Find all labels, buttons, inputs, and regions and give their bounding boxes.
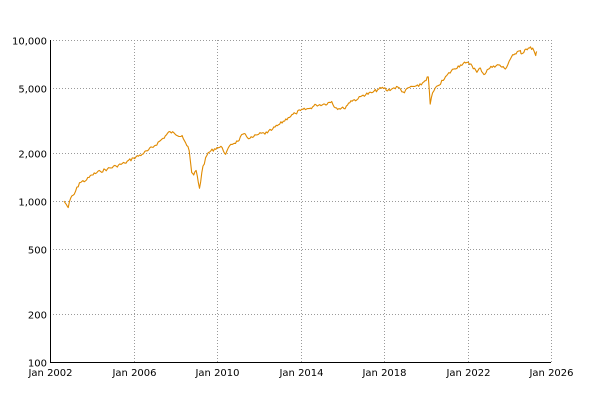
y-tick-label: 5,000 <box>18 85 47 96</box>
tick-labels: 100 200 500 1,000 2,000 5,000 10,000 Jan 2002 Ja… <box>12 37 574 380</box>
x-tick-label: Jan 2026 <box>528 368 573 379</box>
gridlines <box>50 40 552 363</box>
y-tick-label: 200 <box>28 311 47 322</box>
x-tick-label: Jan 2022 <box>445 368 490 379</box>
y-tick-label: 10,000 <box>12 37 47 48</box>
y-tick-label: 500 <box>28 246 47 257</box>
x-tick-label: Jan 2002 <box>27 368 72 379</box>
y-tick-label: 100 <box>28 359 47 370</box>
axes <box>50 40 551 363</box>
x-tick-label: Jan 2014 <box>278 368 323 379</box>
x-tick-label: Jan 2010 <box>194 368 239 379</box>
x-tick-label: Jan 2018 <box>361 368 406 379</box>
y-tick-label: 2,000 <box>18 150 47 161</box>
y-tick-label: 1,000 <box>18 198 47 209</box>
series-line <box>63 46 538 209</box>
series-layer <box>63 46 538 209</box>
x-tick-label: Jan 2006 <box>111 368 156 379</box>
